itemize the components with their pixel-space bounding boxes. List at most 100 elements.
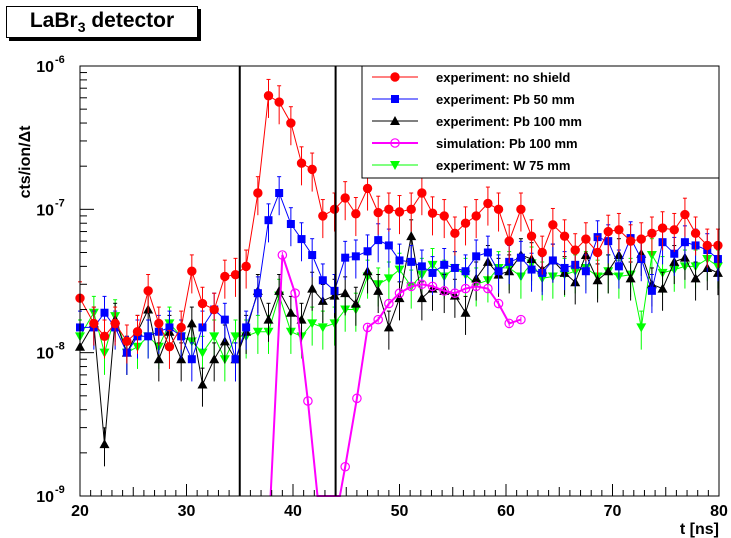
data-point (132, 327, 143, 337)
data-point (471, 281, 481, 292)
data-point (99, 439, 110, 449)
data-point (230, 269, 241, 280)
data-point (317, 323, 328, 333)
data-point (362, 322, 373, 333)
data-point (383, 322, 394, 332)
data-point (350, 298, 361, 308)
data-point (636, 234, 646, 244)
legend-entry: simulation: Pb 100 mm (372, 136, 578, 151)
data-point (494, 267, 503, 276)
y-tick-exponent: -9 (55, 484, 65, 496)
x-tick-label: 80 (710, 503, 728, 520)
data-point (187, 266, 197, 276)
data-point (220, 315, 229, 324)
data-point (241, 261, 251, 272)
data-point (483, 248, 492, 257)
data-point (406, 231, 417, 241)
y-tick-exponent: -7 (55, 197, 65, 209)
data-point (527, 265, 536, 274)
data-point (230, 332, 241, 342)
data-point (264, 216, 273, 225)
chart-title-box: LaBr3 detector (6, 6, 198, 38)
data-point (450, 263, 459, 272)
data-point (702, 240, 712, 251)
legend-marker (391, 95, 399, 103)
data-point (657, 283, 668, 293)
data-point (99, 331, 110, 342)
data-point (647, 286, 656, 295)
data-point (186, 318, 197, 328)
data-point (440, 260, 449, 269)
data-point (614, 225, 624, 235)
data-point (352, 393, 362, 404)
data-point (318, 211, 328, 221)
data-point (450, 228, 460, 239)
data-point (341, 253, 350, 262)
data-point (625, 273, 636, 283)
data-point (384, 204, 394, 215)
data-point (275, 189, 284, 198)
data-point (330, 286, 339, 295)
data-point (384, 298, 394, 309)
data-point (526, 231, 537, 241)
series-4 (269, 250, 526, 497)
data-point (340, 461, 350, 472)
data-point (374, 236, 383, 245)
data-point (669, 225, 679, 235)
y-tick-exponent: -8 (55, 341, 65, 353)
data-point (384, 241, 393, 250)
data-point (427, 208, 438, 218)
data-point (220, 271, 230, 282)
data-point (307, 319, 318, 329)
data-point (252, 327, 263, 337)
x-tick-label: 20 (71, 503, 89, 520)
data-point (263, 91, 274, 101)
legend-label: experiment: Pb 50 mm (436, 92, 575, 107)
data-point (153, 354, 164, 364)
data-point (373, 314, 383, 325)
data-point (329, 319, 340, 329)
data-point (285, 307, 296, 317)
data-point (581, 267, 590, 276)
data-point (307, 164, 317, 175)
data-point (560, 263, 569, 272)
legend-entry: experiment: W 75 mm (372, 158, 570, 173)
data-point (625, 236, 636, 246)
legend-label: experiment: Pb 100 mm (436, 114, 582, 129)
data-point (516, 204, 526, 215)
data-point (516, 253, 525, 262)
data-point (416, 293, 427, 303)
data-point (690, 273, 701, 283)
data-point (548, 256, 557, 265)
data-point (209, 332, 220, 342)
data-point (100, 308, 109, 317)
data-point (657, 223, 668, 233)
legend-marker (390, 72, 400, 82)
y-axis-title: cts/ion/Δt (17, 125, 34, 199)
x-tick-label: 60 (497, 503, 515, 520)
x-tick-label: 50 (391, 503, 409, 520)
data-point (461, 267, 470, 276)
data-point (471, 211, 481, 221)
data-point (592, 275, 603, 285)
data-point (154, 318, 164, 329)
data-point (428, 268, 437, 277)
data-point (504, 236, 514, 246)
data-point (253, 289, 262, 298)
data-point (307, 283, 318, 293)
data-point (483, 198, 493, 209)
x-tick-label: 30 (178, 503, 196, 520)
data-point (242, 323, 251, 332)
data-point (537, 247, 547, 258)
data-point (460, 283, 471, 294)
data-point (274, 285, 285, 295)
data-point (483, 283, 493, 294)
data-point (209, 304, 219, 315)
data-point (164, 342, 175, 352)
legend-marker (390, 161, 400, 170)
data-point (351, 252, 360, 261)
data-point (460, 307, 471, 317)
data-point (197, 298, 208, 309)
legend: experiment: no shield experiment: Pb 50 m… (361, 65, 720, 179)
data-point (187, 355, 196, 364)
